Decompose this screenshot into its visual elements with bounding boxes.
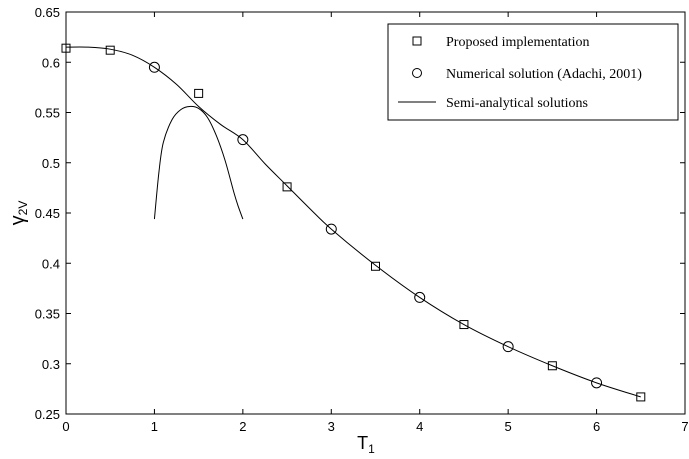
legend-label-semi-analytical: Semi-analytical solutions (446, 96, 588, 111)
square-marker (547, 361, 557, 371)
series-line-2 (65, 46, 641, 398)
ticks: 0 1 2 3 4 5 6 7 0.25 0.3 0.35 0.4 0.45 0.5 0.55 0.6 0.65 (35, 5, 689, 434)
y-tick-label: 0.25 (35, 407, 60, 422)
x-axis-label: T1 (357, 433, 375, 456)
y-tick-label: 0.6 (42, 55, 60, 70)
y-tick-label: 0.55 (35, 106, 60, 121)
y-tick-label: 0.45 (35, 206, 60, 221)
square-marker (371, 261, 380, 271)
square-marker (61, 43, 71, 53)
y-axis-label-subscript: 2V (16, 201, 30, 216)
x-tick-label: 0 (62, 419, 69, 434)
circle-marker (148, 61, 160, 73)
square-marker (194, 88, 204, 98)
y-tick-label: 0.5 (42, 156, 60, 171)
legend-label-numerical: Numerical solution (Adachi, 2001) (446, 67, 642, 82)
square-marker (459, 320, 469, 330)
circle-marker (591, 377, 603, 389)
square-marker (636, 392, 646, 402)
x-axis-label-main: T (357, 433, 368, 453)
y-tick-label: 0.4 (42, 256, 60, 271)
x-tick-label: 4 (416, 419, 423, 434)
x-tick-label: 5 (505, 419, 512, 434)
x-tick-label: 6 (593, 419, 600, 434)
x-tick-label: 3 (328, 419, 335, 434)
y-tick-label: 0.35 (35, 307, 60, 322)
y-axis-label: γ2V (7, 201, 30, 226)
y-tick-label: 0.3 (42, 357, 60, 372)
circle-marker (325, 223, 337, 235)
square-marker (282, 182, 292, 192)
legend-circle-marker (412, 68, 422, 78)
legend-label-proposed: Proposed implementation (446, 35, 589, 50)
legend-box (387, 23, 679, 121)
y-axis-label-main: γ (7, 215, 29, 225)
circle-marker (502, 341, 514, 353)
legend-square-marker (412, 36, 422, 46)
x-axis-label-subscript: 1 (368, 442, 375, 456)
series-line-3 (153, 105, 244, 220)
circle-marker (237, 134, 249, 146)
x-tick-label: 1 (151, 419, 158, 434)
y-tick-label: 0.65 (35, 5, 60, 20)
series-layer (61, 43, 646, 402)
circle-marker (414, 291, 426, 303)
legend: Proposed implementation Numerical soluti… (387, 23, 679, 121)
x-tick-label: 2 (239, 419, 246, 434)
x-tick-label: 7 (681, 419, 688, 434)
